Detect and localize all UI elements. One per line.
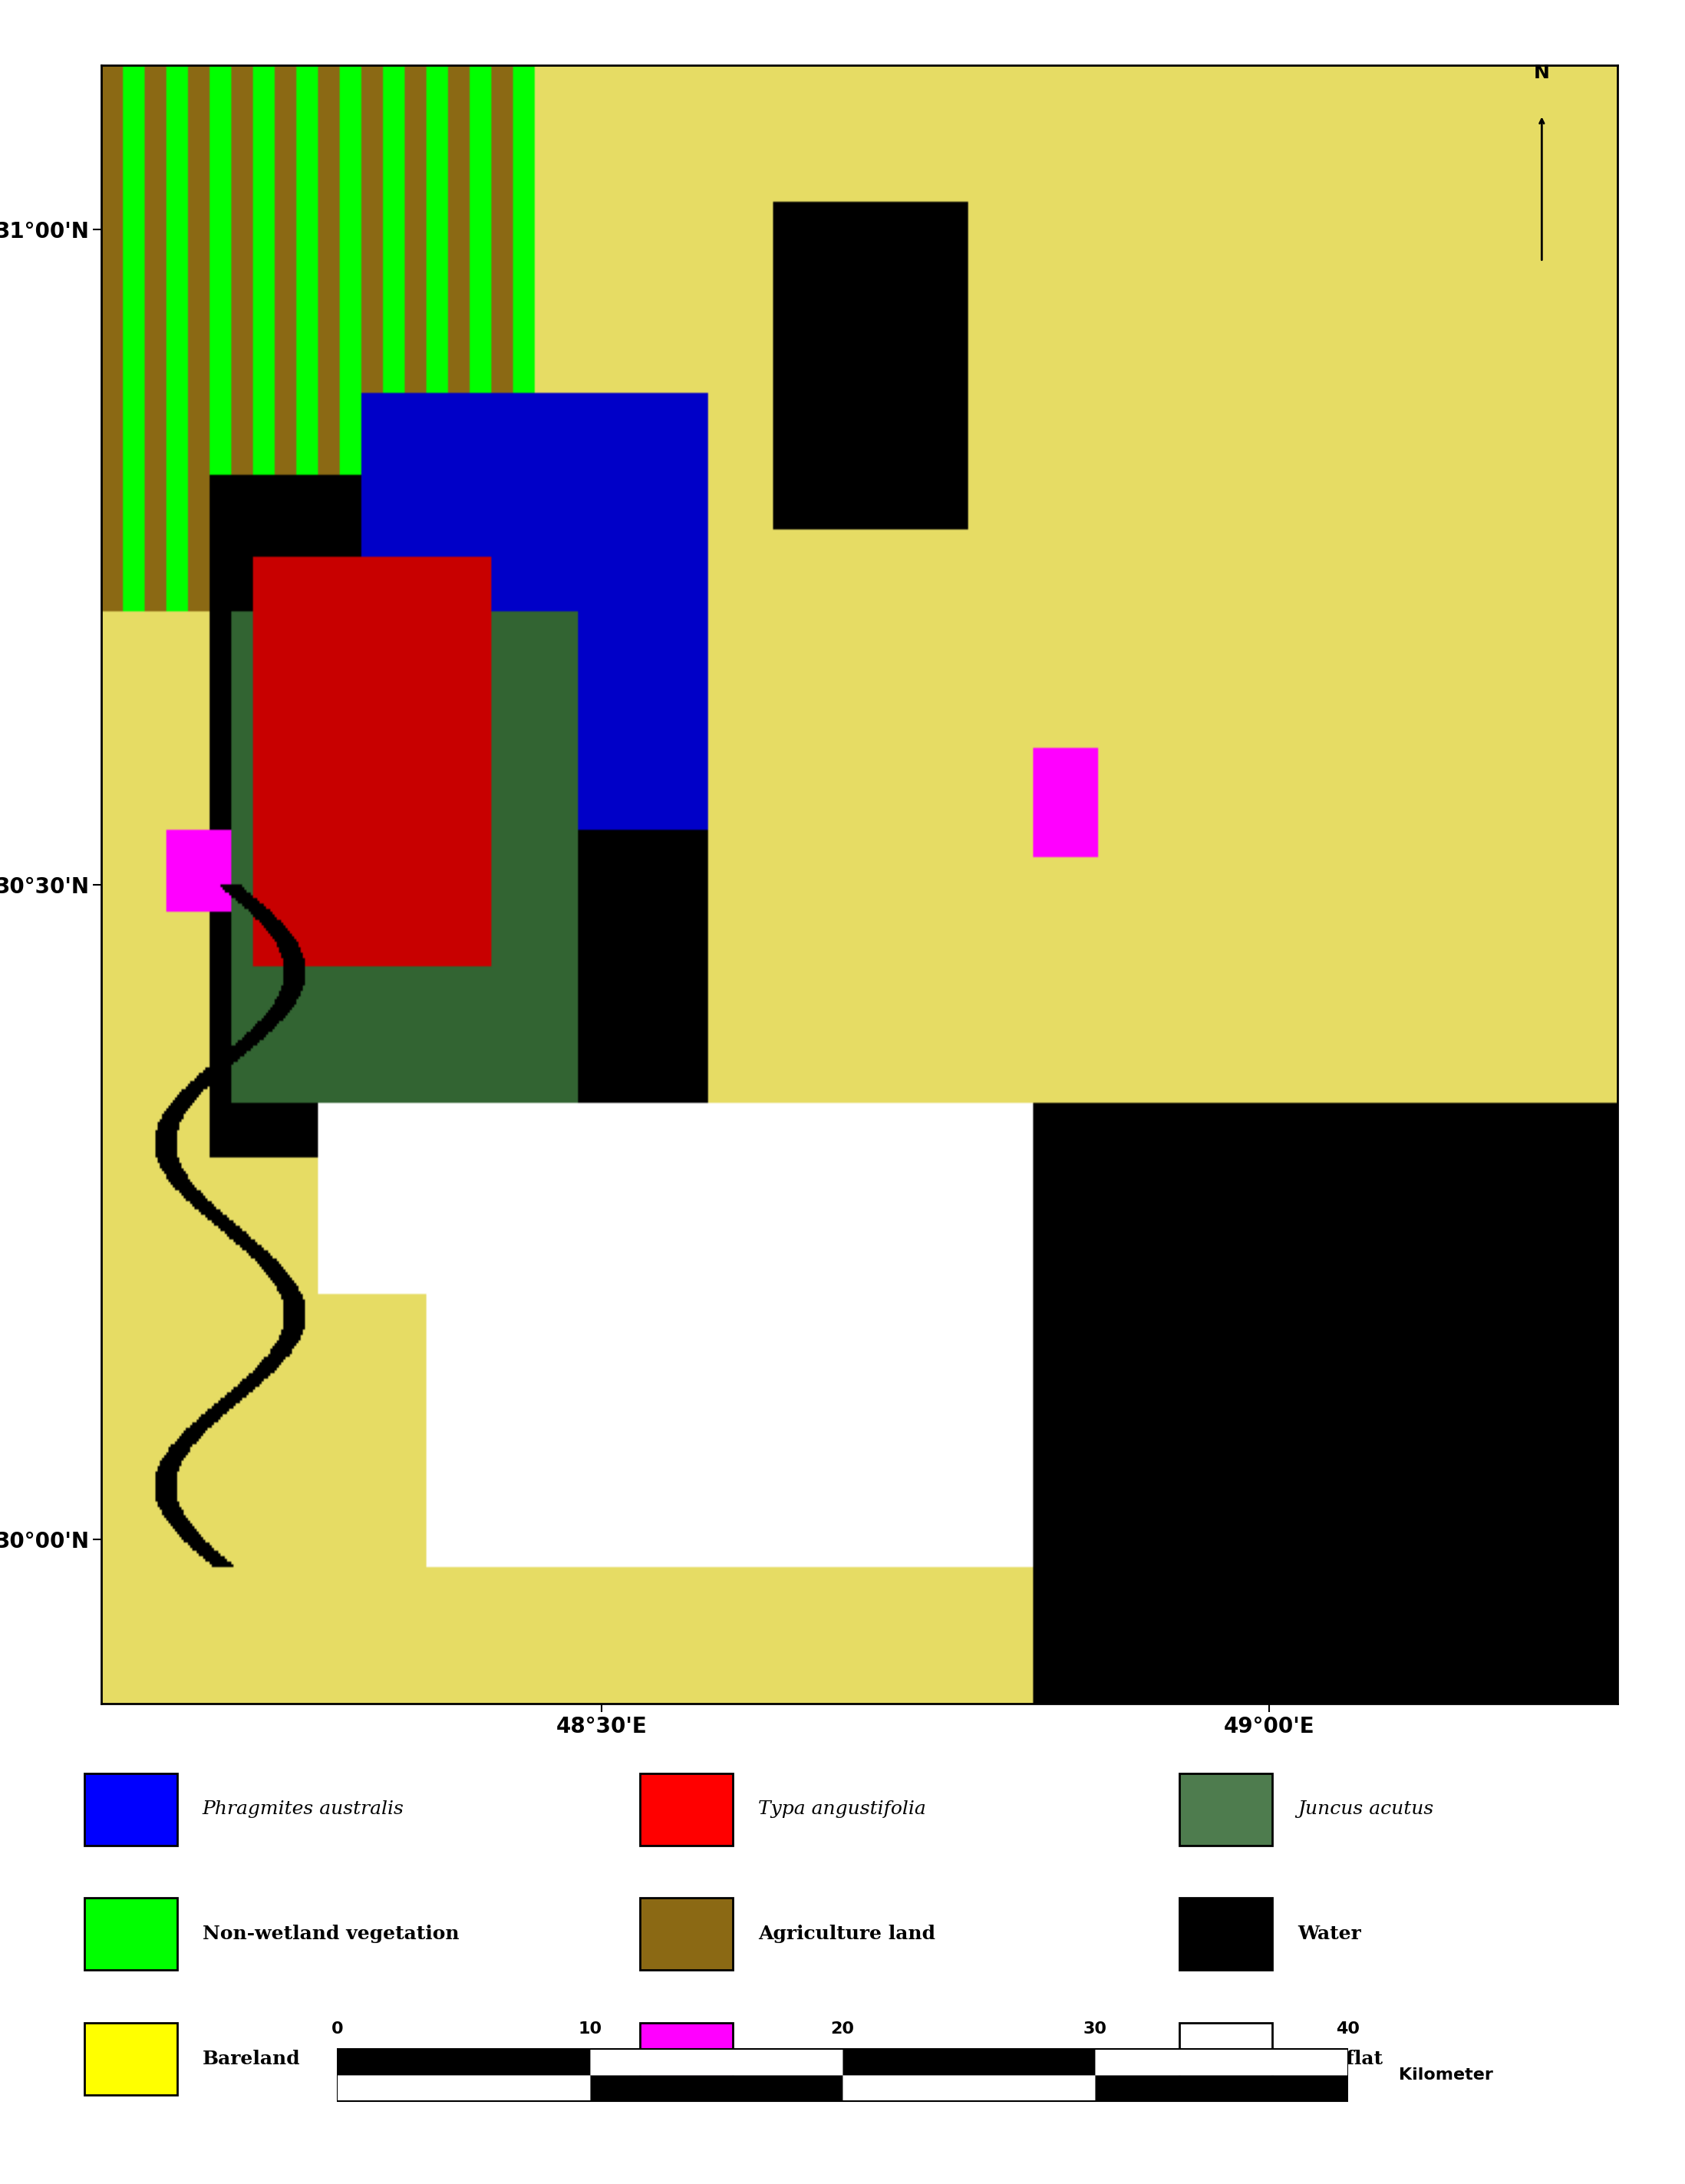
- Bar: [842, 2049, 1095, 2075]
- Text: Mudflat: Mudflat: [1297, 2051, 1383, 2068]
- Text: 0: 0: [330, 2020, 344, 2035]
- Text: Water: Water: [1297, 1924, 1361, 1944]
- FancyBboxPatch shape: [84, 1773, 177, 1845]
- FancyBboxPatch shape: [640, 1898, 733, 1970]
- FancyBboxPatch shape: [640, 2022, 733, 2094]
- Bar: [590, 2075, 842, 2101]
- Text: 20: 20: [831, 2020, 854, 2035]
- Text: Urban: Urban: [758, 2051, 826, 2068]
- Text: Phragmites australis: Phragmites australis: [202, 1800, 404, 1817]
- Text: Typa angustifolia: Typa angustifolia: [758, 1800, 927, 1817]
- Text: Non-wetland vegetation: Non-wetland vegetation: [202, 1924, 458, 1944]
- Bar: [1095, 2049, 1348, 2075]
- Text: Bareland: Bareland: [202, 2051, 300, 2068]
- Bar: [590, 2049, 842, 2075]
- Text: N: N: [1533, 63, 1550, 81]
- Text: Juncus acutus: Juncus acutus: [1297, 1800, 1434, 1817]
- Text: 30: 30: [1083, 2020, 1107, 2035]
- Bar: [1095, 2075, 1348, 2101]
- Text: 10: 10: [578, 2020, 602, 2035]
- FancyBboxPatch shape: [640, 1773, 733, 1845]
- FancyBboxPatch shape: [84, 1898, 177, 1970]
- Bar: [337, 2049, 1348, 2101]
- FancyBboxPatch shape: [84, 2022, 177, 2094]
- Text: Kilometer: Kilometer: [1399, 2066, 1493, 2084]
- Text: Agriculture land: Agriculture land: [758, 1924, 935, 1944]
- Text: 40: 40: [1336, 2020, 1360, 2035]
- FancyBboxPatch shape: [1179, 1898, 1272, 1970]
- Bar: [337, 2049, 590, 2075]
- Bar: [337, 2075, 590, 2101]
- FancyBboxPatch shape: [1179, 2022, 1272, 2094]
- Bar: [842, 2075, 1095, 2101]
- FancyBboxPatch shape: [1179, 1773, 1272, 1845]
